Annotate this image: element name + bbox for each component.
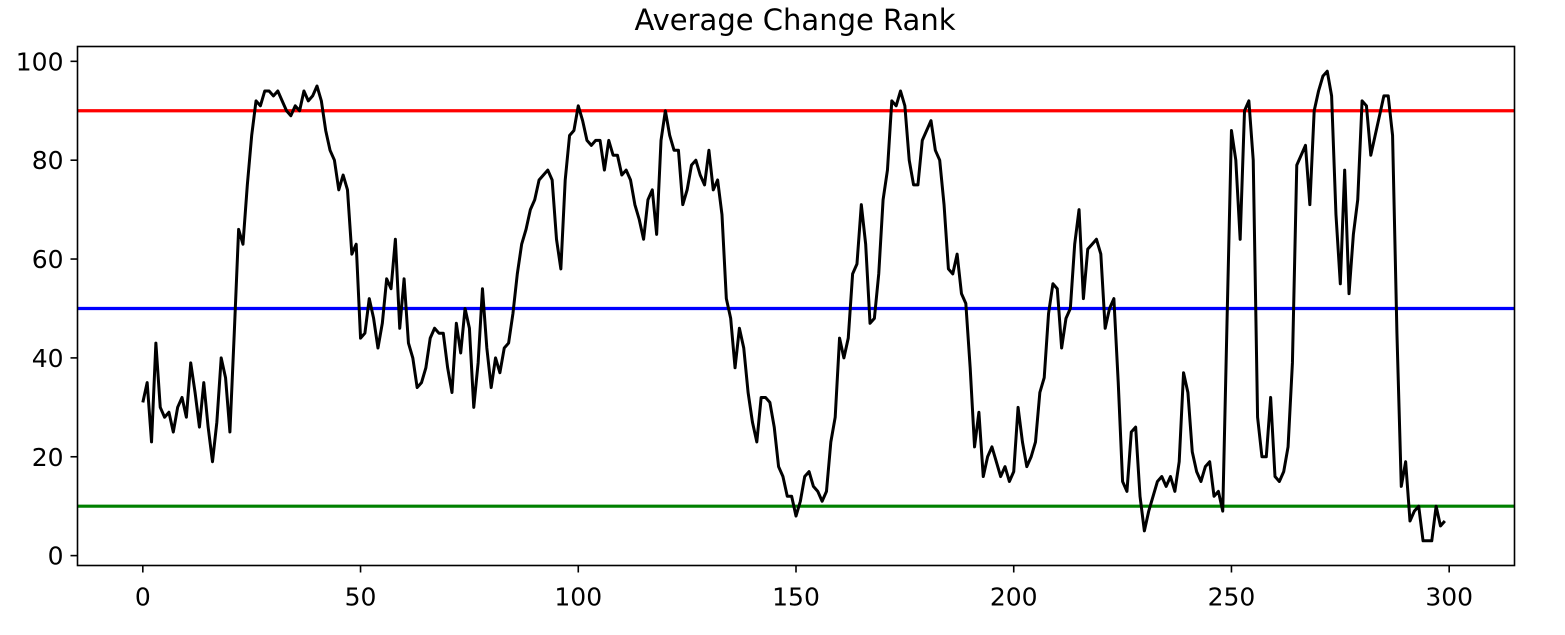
- y-tick-label: 80: [32, 146, 64, 175]
- x-tick-label: 250: [1208, 583, 1256, 612]
- x-tick-label: 200: [990, 583, 1038, 612]
- x-tick-label: 100: [554, 583, 602, 612]
- y-tick-label: 0: [48, 542, 64, 571]
- series-line-0: [141, 69, 1446, 543]
- x-tick-label: 150: [772, 583, 820, 612]
- x-axis: 0 50 100 150 200 250 300: [135, 565, 1473, 612]
- series-layer: [141, 69, 1446, 543]
- chart-title: Average Change Rank: [634, 3, 955, 37]
- x-tick-label: 0: [135, 583, 151, 612]
- reference-lines: [77, 109, 1515, 508]
- x-tick-label: 50: [345, 583, 377, 612]
- y-tick-label: 60: [32, 245, 64, 274]
- plot-frame: [76, 45, 1516, 567]
- y-axis: 0 20 40 60 80 100: [16, 47, 78, 571]
- x-tick-label: 300: [1425, 583, 1473, 612]
- y-tick-label: 40: [32, 344, 64, 373]
- y-tick-label: 100: [16, 47, 64, 76]
- y-tick-label: 20: [32, 443, 64, 472]
